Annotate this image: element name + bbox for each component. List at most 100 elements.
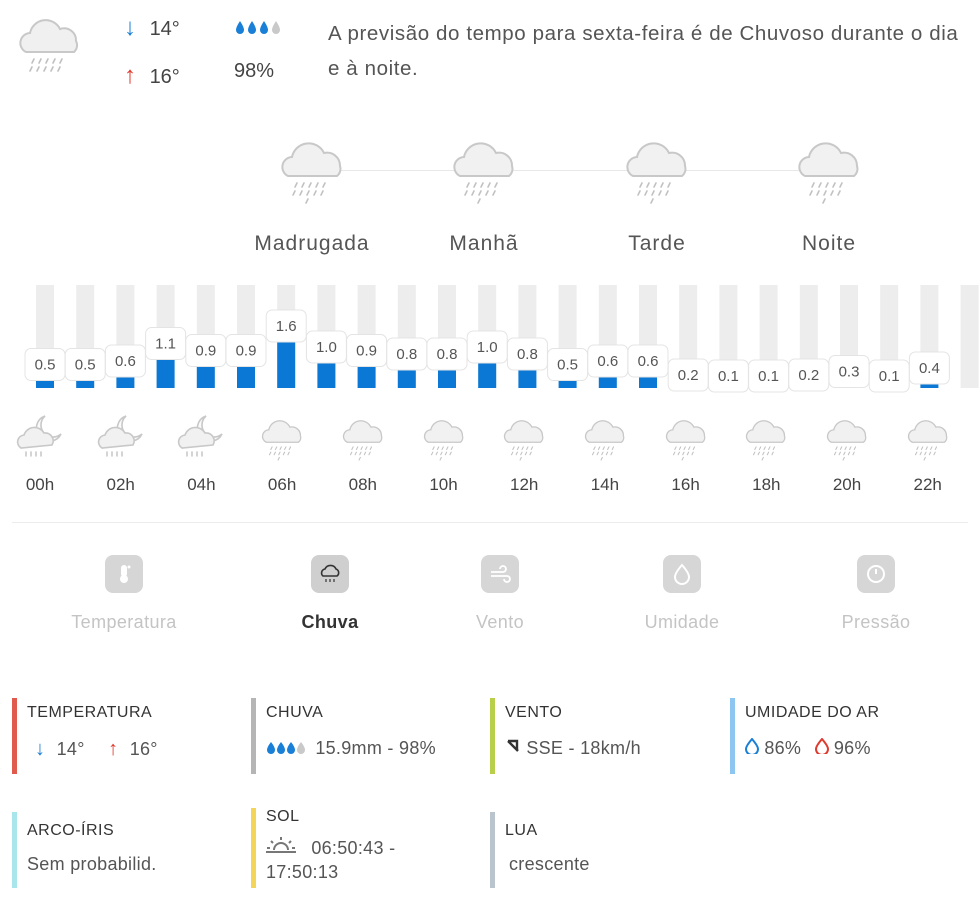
rain-value-label: 0.1 <box>879 368 900 385</box>
info-umidade: UMIDADE DO AR 86% 96% <box>730 698 880 774</box>
sunrise-icon <box>266 837 301 858</box>
hour-cloud-rain-icon <box>497 412 551 462</box>
rain-value-label: 1.0 <box>316 339 337 356</box>
info-title-temperatura: TEMPERATURA <box>27 704 153 721</box>
info-temperatura-values: ↓ 14° ↑ 16° <box>27 738 158 761</box>
info-sol-sunrise: 06:50:43 - <box>311 838 396 858</box>
info-title-chuva: CHUVA <box>266 704 324 721</box>
hour-cloud-rain-icon <box>820 412 874 462</box>
info-temperatura: TEMPERATURA ↓ 14° ↑ 16° <box>12 698 158 774</box>
rain-value-label: 0.2 <box>678 367 699 384</box>
rain-value-label: 0.8 <box>437 346 458 363</box>
info-arco-iris: ARCO-ÍRIS Sem probabilid. <box>12 812 157 888</box>
rain-value-label: 0.2 <box>798 367 819 384</box>
tab-label[interactable]: Vento <box>475 612 525 632</box>
period-connector-line <box>340 170 800 171</box>
rain-data-label: 0.8 <box>506 337 548 371</box>
info-umidade-min: 86% <box>764 738 802 758</box>
period-3-cloud-rain-icon <box>617 130 697 206</box>
period-label: Madrugada <box>254 232 370 255</box>
rain-data-label: 0.9 <box>225 334 267 367</box>
rain-data-label: 0.2 <box>788 358 830 392</box>
temp-max-value: 16° <box>149 66 180 88</box>
hour-label: 08h <box>348 475 377 494</box>
hour-label: 02h <box>106 475 135 494</box>
info-umidade-max: 96% <box>833 738 871 758</box>
hour-label: 16h <box>671 475 700 494</box>
rain-value-label: 0.8 <box>517 346 538 363</box>
rain-value-label: 0.6 <box>638 353 659 370</box>
arrow-down-icon: ↓ <box>124 14 136 41</box>
hour-label: 18h <box>752 475 781 494</box>
rain-data-label: 0.9 <box>185 334 227 367</box>
thermometer-icon <box>114 563 134 585</box>
tab-vento-button[interactable] <box>481 555 519 593</box>
rain-data-label: 0.9 <box>346 334 388 367</box>
info-lua: LUA crescente <box>490 812 590 888</box>
period-1-cloud-rain-icon <box>272 130 352 206</box>
tab-presso-button[interactable] <box>857 555 895 593</box>
info-title-vento: VENTO <box>505 704 563 721</box>
wind-direction-arrow-icon <box>505 738 526 758</box>
hour-label: 06h <box>267 475 297 494</box>
rain-value-label: 0.1 <box>718 368 739 385</box>
cloud-rain-icon <box>318 564 342 584</box>
rain-data-label: 0.8 <box>426 337 468 371</box>
tab-chuva-button[interactable] <box>311 555 349 593</box>
weather-cloud-rain-icon <box>12 8 88 78</box>
rain-drops-icon <box>234 18 284 41</box>
rain-value-label: 1.0 <box>477 339 498 356</box>
rain-value-label: 0.9 <box>356 343 377 360</box>
rain-value-label: 0.5 <box>557 357 578 374</box>
tab-label[interactable]: Pressão <box>841 612 911 632</box>
info-chuva-value: 15.9mm - 98% <box>315 738 436 758</box>
rain-value-label: 0.8 <box>396 346 417 363</box>
info-arco-iris-value: Sem probabilid. <box>27 854 157 874</box>
hour-cloud-rain-icon <box>901 412 955 462</box>
rain-value-label: 0.5 <box>75 357 96 374</box>
rain-data-label: 0.2 <box>667 358 709 392</box>
info-lua-value: crescente <box>509 854 590 874</box>
gauge-icon <box>865 563 887 585</box>
info-title-umidade: UMIDADE DO AR <box>745 704 880 721</box>
tab-label[interactable]: Umidade <box>644 612 720 632</box>
wind-icon <box>488 564 512 584</box>
info-sol-sunset: 17:50:13 <box>266 862 339 882</box>
rain-data-label: 0.1 <box>868 359 910 393</box>
hour-label: 04h <box>187 475 216 494</box>
hour-label: 10h <box>429 475 458 494</box>
tab-temperatura-button[interactable] <box>105 555 143 593</box>
info-title-lua: LUA <box>505 822 538 839</box>
info-title-sol: SOL <box>266 808 300 825</box>
tab-umidade-button[interactable] <box>663 555 701 593</box>
tab-label[interactable]: Temperatura <box>71 612 177 632</box>
info-sol: SOL 06:50:43 - 17:50:13 <box>251 808 395 888</box>
info-sol-values: 06:50:43 - 17:50:13 <box>266 836 395 884</box>
rain-data-label: 1.0 <box>305 330 347 364</box>
rain-value-label: 0.6 <box>597 353 618 370</box>
forecast-description: A previsão do tempo para sexta-feira é d… <box>328 22 959 80</box>
tab-label[interactable]: Chuva <box>301 612 359 632</box>
period-label: Noite <box>801 232 857 255</box>
hour-cloud-rain-icon <box>417 412 471 462</box>
hour-cloud-rain-icon <box>578 412 632 462</box>
rain-data-label: 0.6 <box>627 344 669 378</box>
temp-max: ↑ 16° <box>124 62 180 90</box>
rain-chart: 0.5 0.5 0.6 1.1 0.9 0.9 1.6 1.0 0.9 0.8 0.8 1.0 0.8 0… <box>24 285 979 393</box>
arrow-down-icon: ↓ <box>35 738 46 760</box>
rain-data-label: 1.0 <box>466 330 508 364</box>
info-vento-values: SSE - 18km/h <box>505 738 641 759</box>
period-label: Tarde <box>628 232 686 255</box>
droplet-red-icon <box>814 737 834 758</box>
rain-value-label: 0.1 <box>758 368 779 385</box>
droplet-blue-icon <box>744 737 764 758</box>
rain-value-label: 0.5 <box>35 357 56 374</box>
hour-label: 20h <box>832 475 862 494</box>
info-temp-max: 16° <box>129 739 158 759</box>
rain-drops-icon <box>266 738 315 758</box>
rain-data-label: 0.6 <box>104 344 146 378</box>
hour-label: 14h <box>590 475 620 494</box>
droplet-icon <box>673 563 691 585</box>
period-label: Manhã <box>449 232 519 255</box>
rain-value-label: 0.4 <box>919 360 940 377</box>
